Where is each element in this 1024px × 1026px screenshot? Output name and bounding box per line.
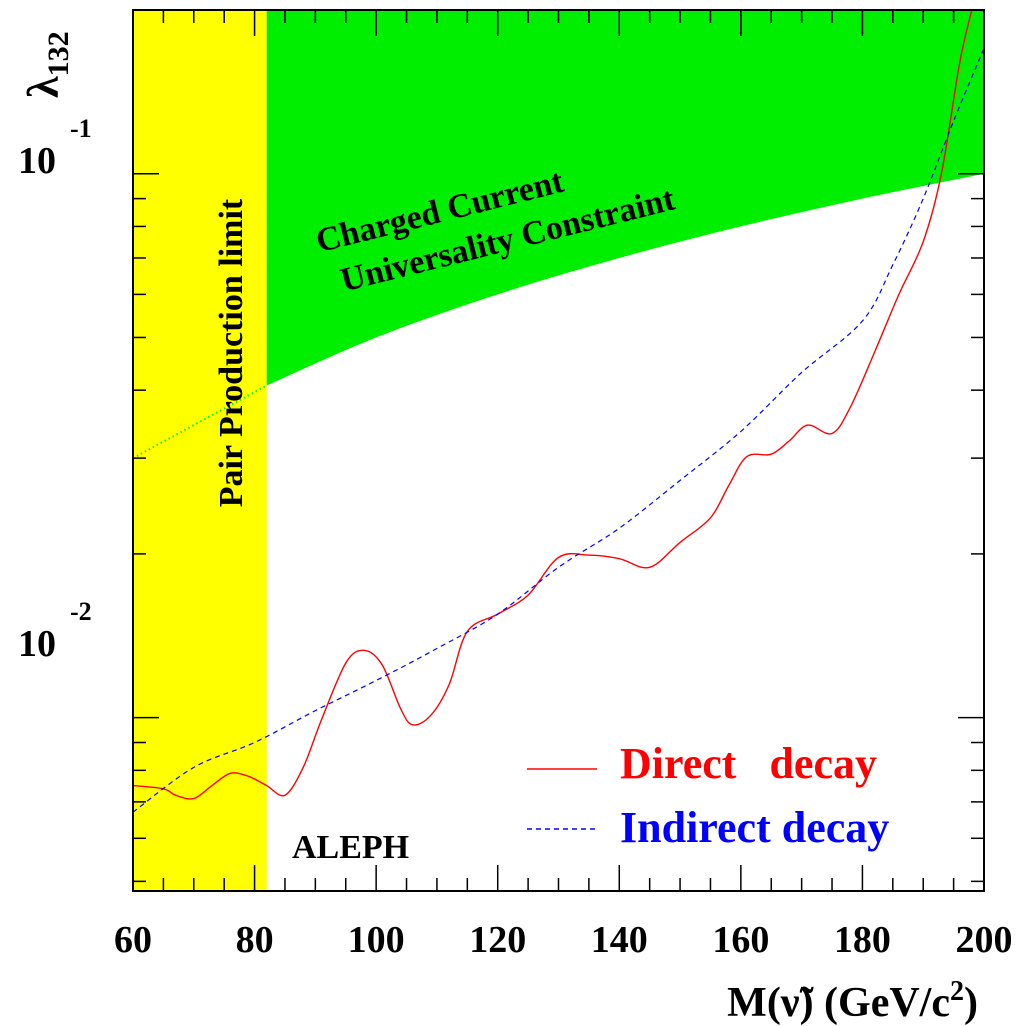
charged-current-region xyxy=(266,10,984,386)
x-tick-labels: 60 80 100 120 140 160 180 200 xyxy=(114,919,1013,961)
pair-production-region xyxy=(133,10,267,891)
x-tick-label: 120 xyxy=(469,919,526,961)
x-tick-label: 80 xyxy=(236,919,274,961)
legend: Direct decay Indirect decay xyxy=(527,739,889,852)
ticks-layer xyxy=(132,9,985,891)
series-layer xyxy=(132,9,985,813)
x-tick-label: 200 xyxy=(956,919,1013,961)
pair-production-label: Pair Production limit xyxy=(213,198,250,507)
y-tick-label-exp-2: -2 xyxy=(70,597,92,626)
legend-label-indirect: Indirect decay xyxy=(620,803,889,852)
legend-label-direct: Direct decay xyxy=(620,739,877,788)
y-tick-label-base-1: 10 xyxy=(18,140,56,182)
x-tick-label: 160 xyxy=(712,919,769,961)
charged-current-extrapolation xyxy=(132,384,268,459)
y-tick-label-base-2: 10 xyxy=(18,623,56,665)
x-tick-label: 180 xyxy=(834,919,891,961)
series-line-indirect xyxy=(132,48,985,813)
x-axis-title: M(ν̃) (GeV/c2) xyxy=(727,976,978,1026)
x-tick-label: 100 xyxy=(348,919,405,961)
x-tick-label: 60 xyxy=(114,919,152,961)
regions-layer xyxy=(132,10,984,891)
x-tick-label: 140 xyxy=(591,919,648,961)
series-line-direct xyxy=(132,9,973,800)
y-tick-label-exp-1: -1 xyxy=(70,114,92,143)
experiment-label: ALEPH xyxy=(292,829,409,866)
